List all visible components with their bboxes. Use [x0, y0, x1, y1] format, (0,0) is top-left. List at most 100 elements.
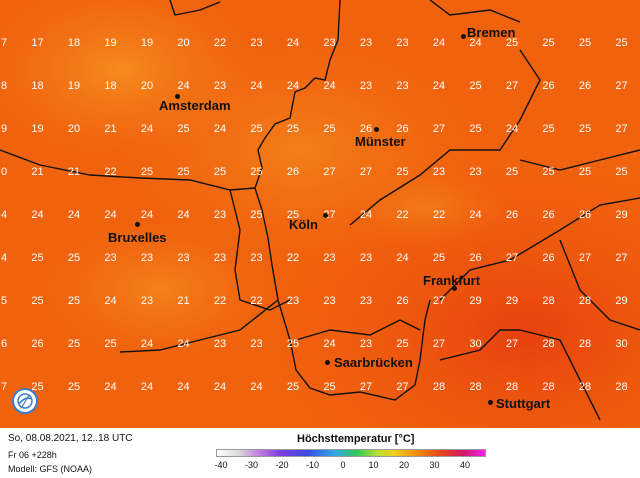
grid-value: 22 [213, 295, 227, 307]
grid-value: 23 [396, 80, 409, 92]
grid-value: 24 [359, 209, 373, 221]
grid-value: 25 [213, 166, 227, 178]
city-marker [452, 286, 457, 291]
grid-value: 24 [140, 338, 154, 350]
grid-value: 24 [469, 209, 482, 221]
grid-value: 28 [542, 295, 555, 307]
grid-value: 23 [469, 166, 482, 178]
grid-value: 21 [104, 123, 117, 135]
grid-value: 24 [323, 80, 336, 92]
grid-value: 25 [505, 37, 519, 49]
country-borders [0, 0, 640, 421]
grid-value: 24 [104, 209, 117, 221]
grid-value: 25 [104, 338, 117, 350]
grid-value: 24 [67, 209, 81, 221]
grid-value: 18 [104, 80, 117, 92]
grid-value: 27 [432, 338, 446, 350]
grid-value: 21 [177, 295, 190, 307]
grid-value: 27 [359, 166, 373, 178]
grid-value: 29 [469, 295, 482, 307]
grid-value: 27 [505, 80, 519, 92]
scale-tick-label: 10 [368, 460, 379, 470]
grid-value: 19 [31, 123, 44, 135]
city-label-munster: Münster [355, 134, 406, 149]
grid-value: 24 [31, 209, 44, 221]
value-grid: 7 17 18 19 19 20 22 23 24 23 23 23 24 24 25 25 25 25 8 18 19… [0, 37, 628, 393]
grid-value: 25 [31, 381, 44, 393]
grid-value: 21 [31, 166, 44, 178]
grid-value: 25 [469, 80, 482, 92]
grid-value: 25 [250, 123, 263, 135]
grid-value: 25 [250, 166, 263, 178]
grid-value: 28 [578, 338, 592, 350]
grid-value: 21 [67, 166, 81, 178]
grid-value: 23 [359, 295, 373, 307]
grid-value: 24 [213, 123, 227, 135]
grid-value: 25 [177, 123, 190, 135]
city-label-koln: Köln [289, 217, 318, 232]
city-marker [135, 222, 140, 227]
grid-value: 25 [615, 166, 628, 178]
grid-value: 20 [177, 37, 190, 49]
grid-value: 25 [578, 123, 592, 135]
grid-value: 25 [67, 381, 81, 393]
grid-value: 29 [505, 295, 519, 307]
grid-value: 24 [104, 381, 117, 393]
grid-value: 27 [359, 381, 373, 393]
grid-value: 27 [578, 252, 592, 264]
grid-value: 25 [67, 338, 81, 350]
grid-value: 25 [396, 166, 409, 178]
grid-value: 23 [432, 166, 446, 178]
grid-value: 25 [542, 166, 555, 178]
grid-value: 23 [177, 252, 190, 264]
grid-value: 26 [359, 123, 373, 135]
city-label-bremen: Bremen [467, 25, 516, 40]
grid-value: 28 [578, 295, 592, 307]
grid-value: 23 [250, 252, 263, 264]
grid-value: 27 [615, 252, 628, 264]
grid-value: 30 [469, 338, 482, 350]
city-marker [175, 94, 180, 99]
grid-value: 27 [396, 381, 409, 393]
grid-value: 26 [542, 252, 555, 264]
grid-value: 27 [505, 338, 519, 350]
grid-value: 25 [396, 338, 409, 350]
grid-value: 28 [578, 381, 592, 393]
grid-value: 23 [140, 295, 154, 307]
grid-value: 30 [615, 338, 628, 350]
grid-value: 24 [286, 37, 300, 49]
grid-value: 18 [31, 80, 44, 92]
grid-value: 26 [578, 209, 592, 221]
grid-value: 23 [250, 37, 263, 49]
grid-value: 25 [286, 381, 300, 393]
grid-value: 27 [323, 166, 336, 178]
temperature-map: 7 17 18 19 19 20 22 23 24 23 23 23 24 24 25 25 25 25 8 18 19… [0, 0, 640, 428]
grid-value: 23 [213, 252, 227, 264]
grid-value: 6 [0, 338, 8, 350]
map-background [0, 0, 640, 428]
grid-value: 20 [140, 80, 154, 92]
forecast-model: Modell: GFS (NOAA) [8, 464, 93, 474]
grid-value: 26 [396, 295, 409, 307]
hot-region [0, 0, 640, 428]
grid-value: 26 [286, 166, 300, 178]
city-marker [325, 360, 330, 365]
grid-value: 17 [31, 37, 44, 49]
grid-value: 24 [177, 80, 190, 92]
grid-value: 25 [323, 123, 336, 135]
weather-service-logo-icon [12, 388, 38, 414]
grid-value: 26 [578, 80, 592, 92]
scale-tick-label: 40 [459, 460, 470, 470]
grid-value: 7 [0, 37, 8, 49]
grid-value: 25 [615, 37, 628, 49]
city-label-stuttgart: Stuttgart [496, 396, 551, 411]
city-label-bruxelles: Bruxelles [108, 230, 167, 245]
grid-value: 22 [250, 295, 263, 307]
grid-value: 20 [67, 123, 81, 135]
grid-value: 25 [323, 381, 336, 393]
city-label-amsterdam: Amsterdam [159, 98, 231, 113]
grid-value: 23 [323, 252, 336, 264]
grid-value: 25 [286, 338, 300, 350]
grid-value: 24 [177, 338, 190, 350]
color-scale [216, 449, 486, 457]
